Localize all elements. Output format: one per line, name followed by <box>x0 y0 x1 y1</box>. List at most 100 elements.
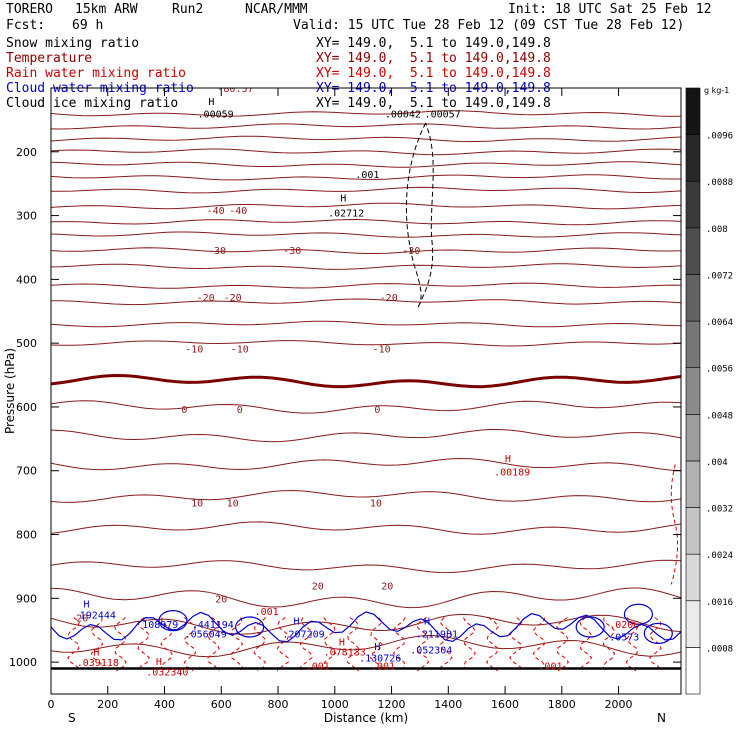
colorbar-unit: g kg-1 <box>704 86 729 95</box>
cloud-water-contour <box>235 616 265 638</box>
field-xy-range: XY= 149.0, 5.1 to 149.0,149.8 <box>316 36 551 51</box>
extremum-label: .039118 <box>77 658 119 669</box>
center-name: NCAR/MMM <box>245 2 308 17</box>
isotherm-line <box>51 373 681 389</box>
colorbar-tick-label: .004 <box>706 458 728 468</box>
extremum-label: H <box>339 638 345 649</box>
rain-contour <box>509 617 523 672</box>
isotherm-line <box>51 174 681 181</box>
extremum-label: .078133 <box>324 647 366 658</box>
y-tick-label: 200 <box>16 146 37 159</box>
colorbar-tick-label: .0016 <box>706 598 733 608</box>
init-time: Init: 18 UTC Sat 25 Feb 12 <box>508 2 712 17</box>
isotherm-line <box>51 457 681 472</box>
rain-contour <box>230 617 244 672</box>
isotherm-line <box>51 263 681 270</box>
fcst-hours: 69 h <box>72 18 104 33</box>
plot-frame <box>50 87 682 695</box>
extremum-label: .00057 <box>425 110 461 121</box>
rain-contour <box>113 617 127 672</box>
isotherm-label: -30 <box>402 246 420 257</box>
field-name: Rain water mixing ratio <box>6 66 187 81</box>
extremum-label: .00042 <box>385 110 421 121</box>
extremum-label: H <box>93 647 99 658</box>
rain-contour <box>67 617 80 672</box>
rain-contour <box>485 617 500 672</box>
isotherm-line <box>51 521 681 535</box>
rain-contour <box>206 617 220 672</box>
isotherm-line <box>51 123 681 130</box>
cloud-water-contour <box>51 611 681 643</box>
colorbar-cell <box>685 87 701 135</box>
isotherm-label: 0 <box>181 405 187 416</box>
isotherm-line <box>51 282 681 289</box>
extremum-label: .001 <box>255 607 279 618</box>
rain-contour <box>579 617 593 672</box>
rain-contour <box>416 617 430 672</box>
colorbar-cell <box>685 367 701 415</box>
colorbar-cell <box>685 460 701 508</box>
isotherm-label: 0 <box>374 405 380 416</box>
isotherm-label: 0 <box>237 405 243 416</box>
extremum-label: H <box>83 599 89 610</box>
extremum-label: .2119B1 <box>416 629 458 640</box>
run-name: Run2 <box>172 2 204 17</box>
isotherm-line <box>51 110 681 117</box>
isotherm-label: 20 <box>381 582 393 593</box>
model-name: TORERO <box>6 2 53 17</box>
rain-contour <box>137 617 151 672</box>
colorbar-tick-label: .0088 <box>706 178 733 188</box>
isotherm-line <box>51 400 681 414</box>
isotherm-line <box>51 148 681 156</box>
isotherm-label: -10 <box>185 344 203 355</box>
x-end-label-right: N <box>657 711 666 725</box>
rain-contour <box>253 617 267 672</box>
extremum-label: 108979 <box>142 620 178 631</box>
y-tick-label: 300 <box>16 210 37 223</box>
isotherm-label: -30 <box>283 246 301 257</box>
extremum-label: .001 <box>355 170 379 181</box>
colorbar-tick-label: .0048 <box>706 411 733 421</box>
isotherm-line <box>51 320 681 328</box>
isotherm-line <box>51 231 681 238</box>
extremum-label: H <box>340 194 346 205</box>
extremum-label: H <box>156 657 162 668</box>
isotherm-label: 20 <box>215 594 227 605</box>
extremum-label: H <box>293 617 299 628</box>
x-tick-label: 1600 <box>491 698 519 711</box>
extremum-label: .00059 <box>198 110 234 121</box>
extremum-label: H <box>505 454 511 465</box>
x-tick-label: 600 <box>211 698 232 711</box>
x-tick-label: 200 <box>97 698 118 711</box>
rain-contour <box>392 617 406 672</box>
isotherm-label: -10 <box>373 344 391 355</box>
rain-contour <box>602 617 616 672</box>
colorbar-tick-label: .0072 <box>706 271 733 281</box>
extremum-label: .441194 <box>192 620 234 631</box>
isotherm-line <box>51 218 681 226</box>
y-tick-label: 700 <box>16 465 37 478</box>
x-tick-label: 400 <box>154 698 175 711</box>
isotherm-line <box>51 634 681 658</box>
extremum-label: .0573 <box>609 633 639 644</box>
ice-contour <box>405 122 434 309</box>
cloud-water-contour <box>158 610 188 632</box>
isotherm-label: 10 <box>191 499 203 510</box>
colorbar-tick-label: .0032 <box>706 505 733 515</box>
plot-area: -80.57 -40 -40 -30 -30 -30 -20 -20 -20 -10 -10 -10 0… <box>51 88 681 679</box>
extremum-label: H <box>424 617 430 628</box>
y-tick-label: 1000 <box>9 656 37 669</box>
colorbar-cell <box>685 647 701 695</box>
valid-time: Valid: 15 UTC Tue 28 Feb 12 (09 CST Tue … <box>293 18 685 33</box>
rain-contour <box>299 617 313 672</box>
colorbar-tick-label: .008 <box>706 225 728 235</box>
x-end-label-left: S <box>68 711 76 725</box>
isotherm-line <box>51 587 681 609</box>
rain-contour <box>183 617 196 672</box>
extremum-label: .056049 <box>185 629 227 640</box>
x-tick-label: 2000 <box>605 698 633 711</box>
rain-contour <box>276 617 290 672</box>
rain-contour <box>463 617 476 672</box>
rain-contour <box>323 617 337 672</box>
